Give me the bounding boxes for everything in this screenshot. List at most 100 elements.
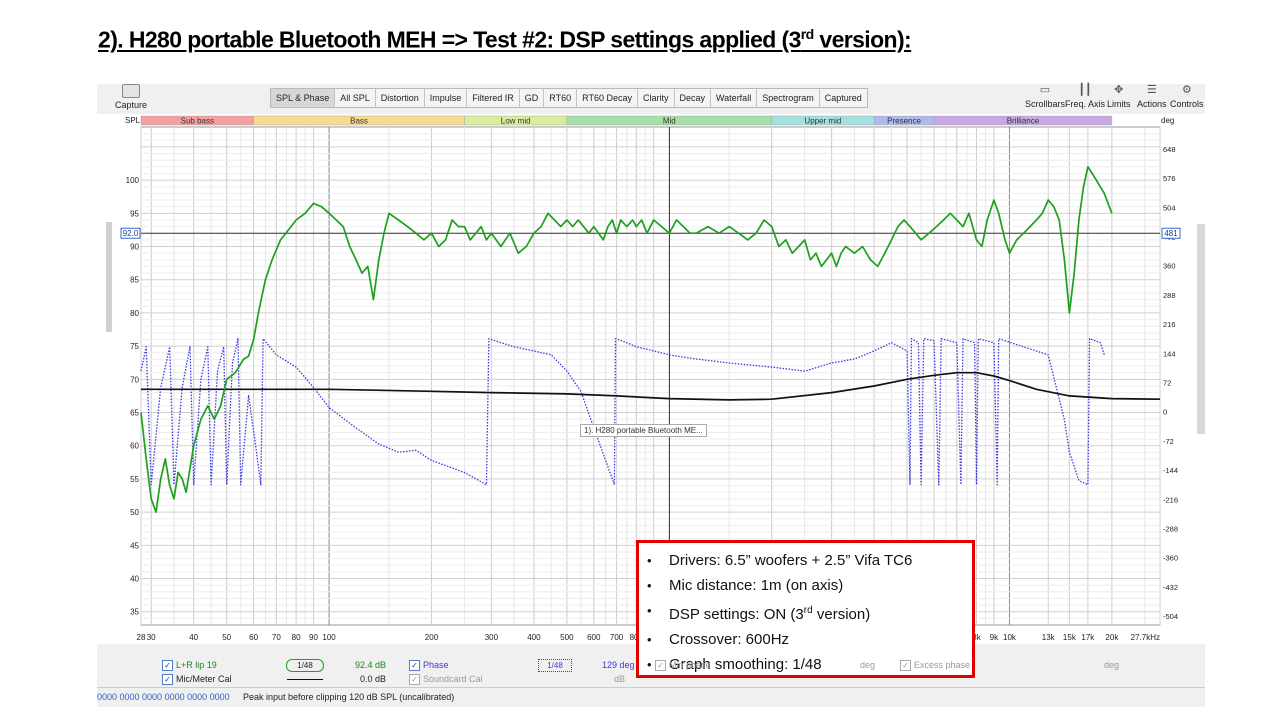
y-tick-label: 60 [130,442,139,451]
trace-smoothing[interactable]: 1/48 [286,659,324,672]
tab-gd[interactable]: GD [520,89,545,107]
y2-tick-label: 576 [1163,174,1176,183]
soundcard-checkbox[interactable]: ✓ [409,674,420,685]
trace-checkbox[interactable]: ✓ [162,660,173,671]
excess-phase-label: Excess phase [914,660,971,670]
x-tick-label: 28 [137,633,146,642]
callout-item: DSP settings: ON (3rd version) [647,598,972,627]
tab-decay[interactable]: Decay [675,89,712,107]
y2-tick-label: -432 [1163,583,1178,592]
min-phase-unit: deg [860,660,876,670]
x-tick-label: 17k [1081,633,1095,642]
series-phase [140,338,1105,486]
y-tick-label: 85 [130,276,139,285]
min-phase-checkbox[interactable]: ✓ [655,660,666,671]
callout-list: Drivers: 6.5” woofers + 2.5” Vifa TC6Mic… [639,543,972,677]
y2-tick-label: -360 [1163,554,1178,563]
y2-tick-label: 144 [1163,349,1176,358]
tool-label: Freq. Axis [1065,99,1106,109]
left-scrollbar [106,222,112,332]
x-tick-label: 200 [425,633,439,642]
graph-tabs: SPL & Phase All SPL Distortion Impulse Filte… [270,88,868,108]
freq-axis-button[interactable]: ┃┃ Freq. Axis [1065,84,1105,109]
tab-rt60-decay[interactable]: RT60 Decay [577,89,638,107]
y2-tick-label: 0 [1163,408,1167,417]
capture-button[interactable]: Capture [115,84,147,110]
scrollbars-button[interactable]: ▭ Scrollbars [1025,84,1065,109]
y2-tick-label: -504 [1163,612,1178,621]
y-tick-label: 90 [130,243,139,252]
y2-tick-label: 288 [1163,291,1176,300]
status-bar: 0000 0000 0000 0000 0000 0000 Peak input… [97,687,1205,707]
limits-button[interactable]: ✥ Limits [1107,84,1131,109]
tab-distortion[interactable]: Distortion [376,89,425,107]
phase-smoothing[interactable]: 1/48 [538,659,572,672]
y2-tick-label: -288 [1163,524,1178,533]
tab-impulse[interactable]: Impulse [425,89,468,107]
controls-button[interactable]: ⚙ Controls [1170,84,1204,109]
series-l-r-lip-19 [140,165,1113,513]
scrollbars-icon: ▭ [1039,84,1051,96]
cursor-y-box [120,227,141,239]
y2-tick-label: 504 [1163,203,1176,212]
tool-label: Controls [1170,99,1204,109]
y-tick-label: 65 [130,409,139,418]
band-label: Mid [663,117,676,126]
band-label: Sub bass [181,117,214,126]
y-tick-label: 95 [130,209,139,218]
x-tick-label: 13k [1042,633,1056,642]
min-phase-label: Min phase [669,660,711,670]
x-tick-label: 500 [560,633,574,642]
tab-spectrogram[interactable]: Spectrogram [757,89,820,107]
tab-clarity[interactable]: Clarity [638,89,675,107]
tab-all-spl[interactable]: All SPL [335,89,376,107]
cal-checkbox[interactable]: ✓ [162,674,173,685]
info-callout: Drivers: 6.5” woofers + 2.5” Vifa TC6Mic… [636,540,975,678]
band-label: Bass [350,117,368,126]
tool-label: Scrollbars [1025,99,1066,109]
y-tick-label: 40 [130,575,139,584]
y-tick-label: 80 [130,309,139,318]
tool-label: Limits [1107,99,1131,109]
band-label: Low mid [501,117,531,126]
tab-captured[interactable]: Captured [824,93,862,103]
x-tick-label: 400 [527,633,541,642]
trace-value: 92.4 dB [355,660,387,670]
x-tick-label: 60 [249,633,258,642]
phase-value: 129 deg [602,660,635,670]
actions-button[interactable]: ☰ Actions [1137,84,1167,109]
x-tick-label: 70 [272,633,281,642]
callout-item: Crossover: 600Hz [647,627,972,652]
y-tick-label: 100 [126,176,140,185]
slide-title: 2). H280 portable Bluetooth MEH => Test … [98,26,912,53]
tab-spl-phase[interactable]: SPL & Phase [271,89,336,107]
y-tick-label: 70 [130,375,139,384]
phase-checkbox[interactable]: ✓ [409,660,420,671]
y-tick-label: 75 [130,342,139,351]
trace-name: L+R lip 19 [176,660,217,670]
tab-rt60[interactable]: RT60 [544,89,578,107]
tab-waterfall[interactable]: Waterfall [711,89,758,107]
x-tick-label: 27.7kHz [1131,633,1160,642]
camera-icon [122,84,140,98]
freq-axis-icon: ┃┃ [1078,84,1092,96]
y-axis-label: SPL [125,116,141,125]
y2-tick-label: 360 [1163,262,1176,271]
tool-label: Actions [1137,99,1167,109]
callout-item: Mic distance: 1m (on axis) [647,573,972,598]
x-tick-label: 9k [990,633,999,642]
y2-tick-label: -72 [1163,437,1174,446]
excess-phase-checkbox[interactable]: ✓ [900,660,911,671]
y-tick-label: 50 [130,508,139,517]
band-label: Brilliance [1007,117,1040,126]
x-tick-label: 8k [972,633,981,642]
x-tick-label: 600 [587,633,601,642]
y2-tick-label: 648 [1163,145,1176,154]
cal-name: Mic/Meter Cal [176,674,232,684]
tab-filtered-ir[interactable]: Filtered IR [467,89,520,107]
x-tick-label: 90 [309,633,318,642]
soundcard-label: Soundcard Cal [423,674,483,684]
rew-window: Capture SPL & Phase All SPL Distortion Impu… [97,84,1205,707]
x-tick-label: 40 [189,633,198,642]
cal-value: 0.0 dB [360,674,387,684]
